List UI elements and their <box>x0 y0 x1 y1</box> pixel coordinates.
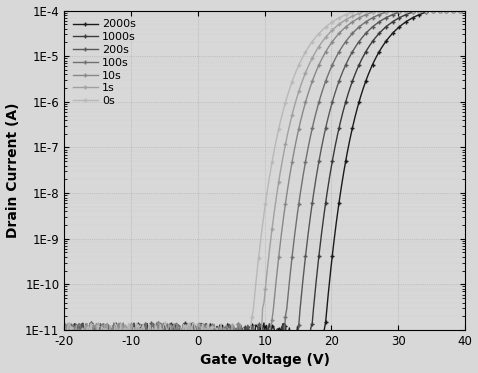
0s <box>355 8 360 13</box>
1s <box>63 334 68 338</box>
1s <box>366 8 371 13</box>
0s <box>301 52 307 57</box>
10s <box>300 110 306 115</box>
200s <box>301 266 307 271</box>
1s <box>462 8 468 13</box>
1000s <box>300 338 306 342</box>
1000s <box>301 338 307 342</box>
100s <box>61 327 67 332</box>
10s <box>375 8 381 13</box>
Y-axis label: Drain Current (A): Drain Current (A) <box>6 103 20 238</box>
2000s <box>300 338 306 342</box>
0s <box>63 330 68 335</box>
100s <box>427 8 433 13</box>
10s <box>462 8 468 13</box>
Line: 2000s: 2000s <box>62 8 467 342</box>
100s <box>308 132 314 137</box>
1s <box>402 8 408 13</box>
200s <box>401 9 406 13</box>
Line: 200s: 200s <box>62 8 467 342</box>
2000s <box>61 329 67 333</box>
200s <box>61 322 67 326</box>
Legend: 2000s, 1000s, 200s, 100s, 10s, 1s, 0s: 2000s, 1000s, 200s, 100s, 10s, 1s, 0s <box>70 16 139 109</box>
0s <box>81 338 87 342</box>
100s <box>402 8 408 13</box>
100s <box>63 323 68 327</box>
0s <box>61 337 67 341</box>
10s <box>402 8 408 13</box>
1000s <box>427 8 433 13</box>
2000s <box>429 8 435 13</box>
Line: 1000s: 1000s <box>62 8 467 342</box>
2000s <box>83 338 88 342</box>
Line: 1s: 1s <box>62 8 467 342</box>
1000s <box>462 8 468 13</box>
1s <box>301 74 307 78</box>
X-axis label: Gate Voltage (V): Gate Voltage (V) <box>200 354 330 367</box>
1000s <box>63 334 68 339</box>
2000s <box>63 326 68 330</box>
0s <box>427 8 433 13</box>
0s <box>308 41 314 46</box>
0s <box>462 8 468 13</box>
200s <box>63 329 68 333</box>
10s <box>61 332 67 336</box>
10s <box>63 323 68 327</box>
1s <box>300 78 306 82</box>
1s <box>427 8 433 13</box>
100s <box>79 338 85 342</box>
1s <box>308 59 314 63</box>
10s <box>427 8 433 13</box>
200s <box>402 8 408 13</box>
10s <box>301 105 307 109</box>
2000s <box>308 338 314 342</box>
1000s <box>401 13 406 18</box>
1s <box>61 326 67 330</box>
200s <box>77 338 83 342</box>
1s <box>92 338 98 342</box>
10s <box>83 338 88 342</box>
2000s <box>426 9 432 13</box>
2000s <box>462 8 468 13</box>
Line: 10s: 10s <box>62 8 467 342</box>
200s <box>462 8 468 13</box>
1000s <box>308 326 314 330</box>
200s <box>427 8 433 13</box>
Line: 100s: 100s <box>62 8 467 342</box>
1000s <box>64 338 70 342</box>
10s <box>308 83 314 88</box>
200s <box>300 279 306 283</box>
2000s <box>301 338 307 342</box>
0s <box>402 8 408 13</box>
100s <box>301 167 307 172</box>
1000s <box>415 8 421 13</box>
Line: 0s: 0s <box>62 8 467 342</box>
0s <box>300 55 306 59</box>
1000s <box>61 335 67 339</box>
100s <box>300 175 306 179</box>
200s <box>308 211 314 215</box>
2000s <box>401 21 406 26</box>
100s <box>389 8 394 13</box>
100s <box>462 8 468 13</box>
